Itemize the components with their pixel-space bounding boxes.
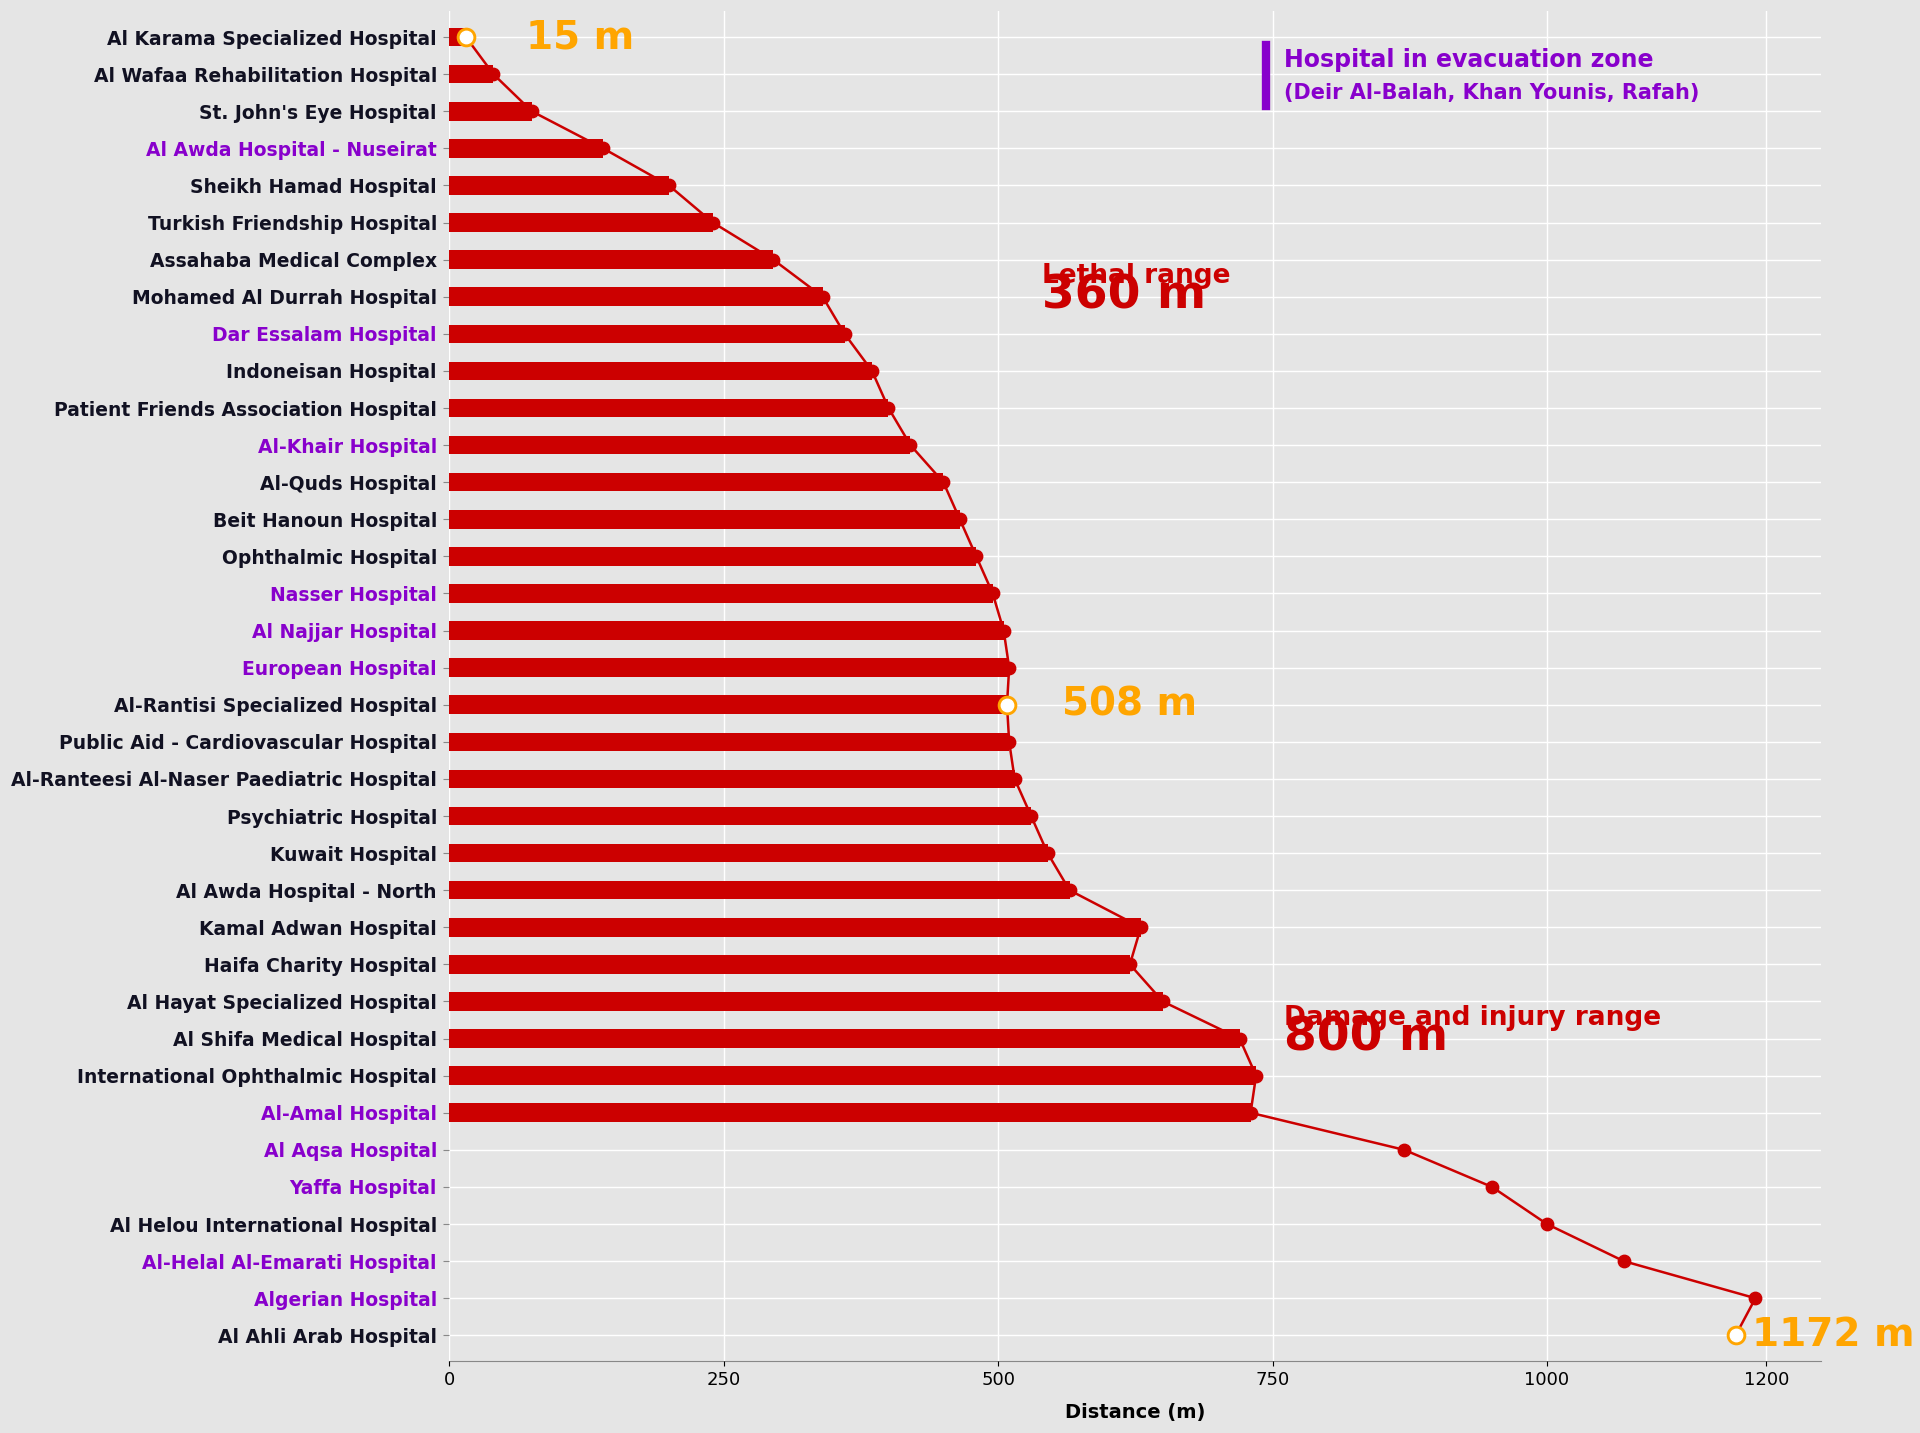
Point	[895, 434, 925, 457]
Point	[697, 211, 728, 234]
Point	[1125, 916, 1156, 939]
Bar	[449, 770, 1014, 788]
Bar	[449, 992, 1164, 1010]
Bar	[449, 919, 1140, 937]
Bar	[449, 27, 467, 46]
Text: Lethal range: Lethal range	[1043, 264, 1231, 289]
Point	[1033, 841, 1064, 864]
Point	[991, 694, 1021, 716]
Point	[1720, 1324, 1751, 1347]
Bar	[449, 807, 1031, 825]
Bar	[449, 732, 1010, 751]
Bar	[449, 510, 960, 529]
X-axis label: Distance (m): Distance (m)	[1066, 1403, 1206, 1422]
Point	[451, 26, 482, 49]
Point	[960, 545, 991, 567]
Point	[1114, 953, 1144, 976]
Point	[989, 619, 1020, 642]
Point	[1388, 1138, 1419, 1161]
Point	[945, 507, 975, 530]
Bar	[449, 622, 1004, 639]
Bar	[449, 547, 975, 566]
Point	[1235, 1102, 1265, 1125]
Bar	[449, 956, 1129, 973]
Point	[451, 26, 482, 49]
Text: 508 m: 508 m	[1062, 686, 1196, 724]
Point	[991, 694, 1021, 716]
Bar	[449, 64, 493, 83]
Point	[1016, 804, 1046, 827]
Point	[1054, 878, 1085, 901]
Bar	[449, 436, 910, 454]
Point	[1476, 1175, 1507, 1198]
Text: 800 m: 800 m	[1284, 1016, 1448, 1060]
Bar	[449, 585, 993, 603]
Text: Hospital in evacuation zone: Hospital in evacuation zone	[1284, 47, 1653, 72]
Point	[995, 731, 1025, 754]
Point	[653, 173, 684, 196]
Point	[998, 768, 1029, 791]
Point	[829, 322, 860, 345]
Bar	[449, 102, 532, 120]
Bar	[449, 1029, 1240, 1048]
Point	[1720, 1324, 1751, 1347]
Point	[874, 397, 904, 420]
Bar	[449, 1103, 1250, 1122]
Bar	[449, 324, 845, 342]
Point	[1240, 1065, 1271, 1088]
Text: 360 m: 360 m	[1043, 274, 1206, 320]
Bar	[449, 176, 668, 195]
Bar	[449, 881, 1069, 900]
Point	[927, 470, 958, 493]
Text: Damage and injury range: Damage and injury range	[1284, 1005, 1661, 1032]
Point	[977, 582, 1008, 605]
Bar	[449, 251, 774, 269]
Point	[1609, 1250, 1640, 1273]
Text: 15 m: 15 m	[526, 19, 634, 56]
Bar	[449, 398, 889, 417]
Point	[1740, 1287, 1770, 1310]
Point	[588, 138, 618, 160]
Point	[1532, 1212, 1563, 1235]
Bar	[449, 844, 1048, 863]
Bar	[449, 139, 603, 158]
Bar	[449, 695, 1006, 714]
Bar	[449, 473, 943, 492]
Text: (Deir Al-Balah, Khan Younis, Rafah): (Deir Al-Balah, Khan Younis, Rafah)	[1284, 83, 1699, 103]
Point	[758, 248, 789, 271]
Bar	[449, 658, 1010, 676]
Point	[1225, 1027, 1256, 1050]
Point	[995, 656, 1025, 679]
Bar	[449, 1066, 1256, 1085]
Point	[1148, 990, 1179, 1013]
Point	[856, 360, 887, 383]
Point	[516, 100, 547, 123]
Bar	[449, 214, 712, 232]
Bar	[449, 288, 822, 307]
Bar	[449, 361, 872, 380]
Point	[806, 285, 837, 308]
Text: 1172 m: 1172 m	[1753, 1317, 1914, 1354]
Point	[478, 63, 509, 86]
